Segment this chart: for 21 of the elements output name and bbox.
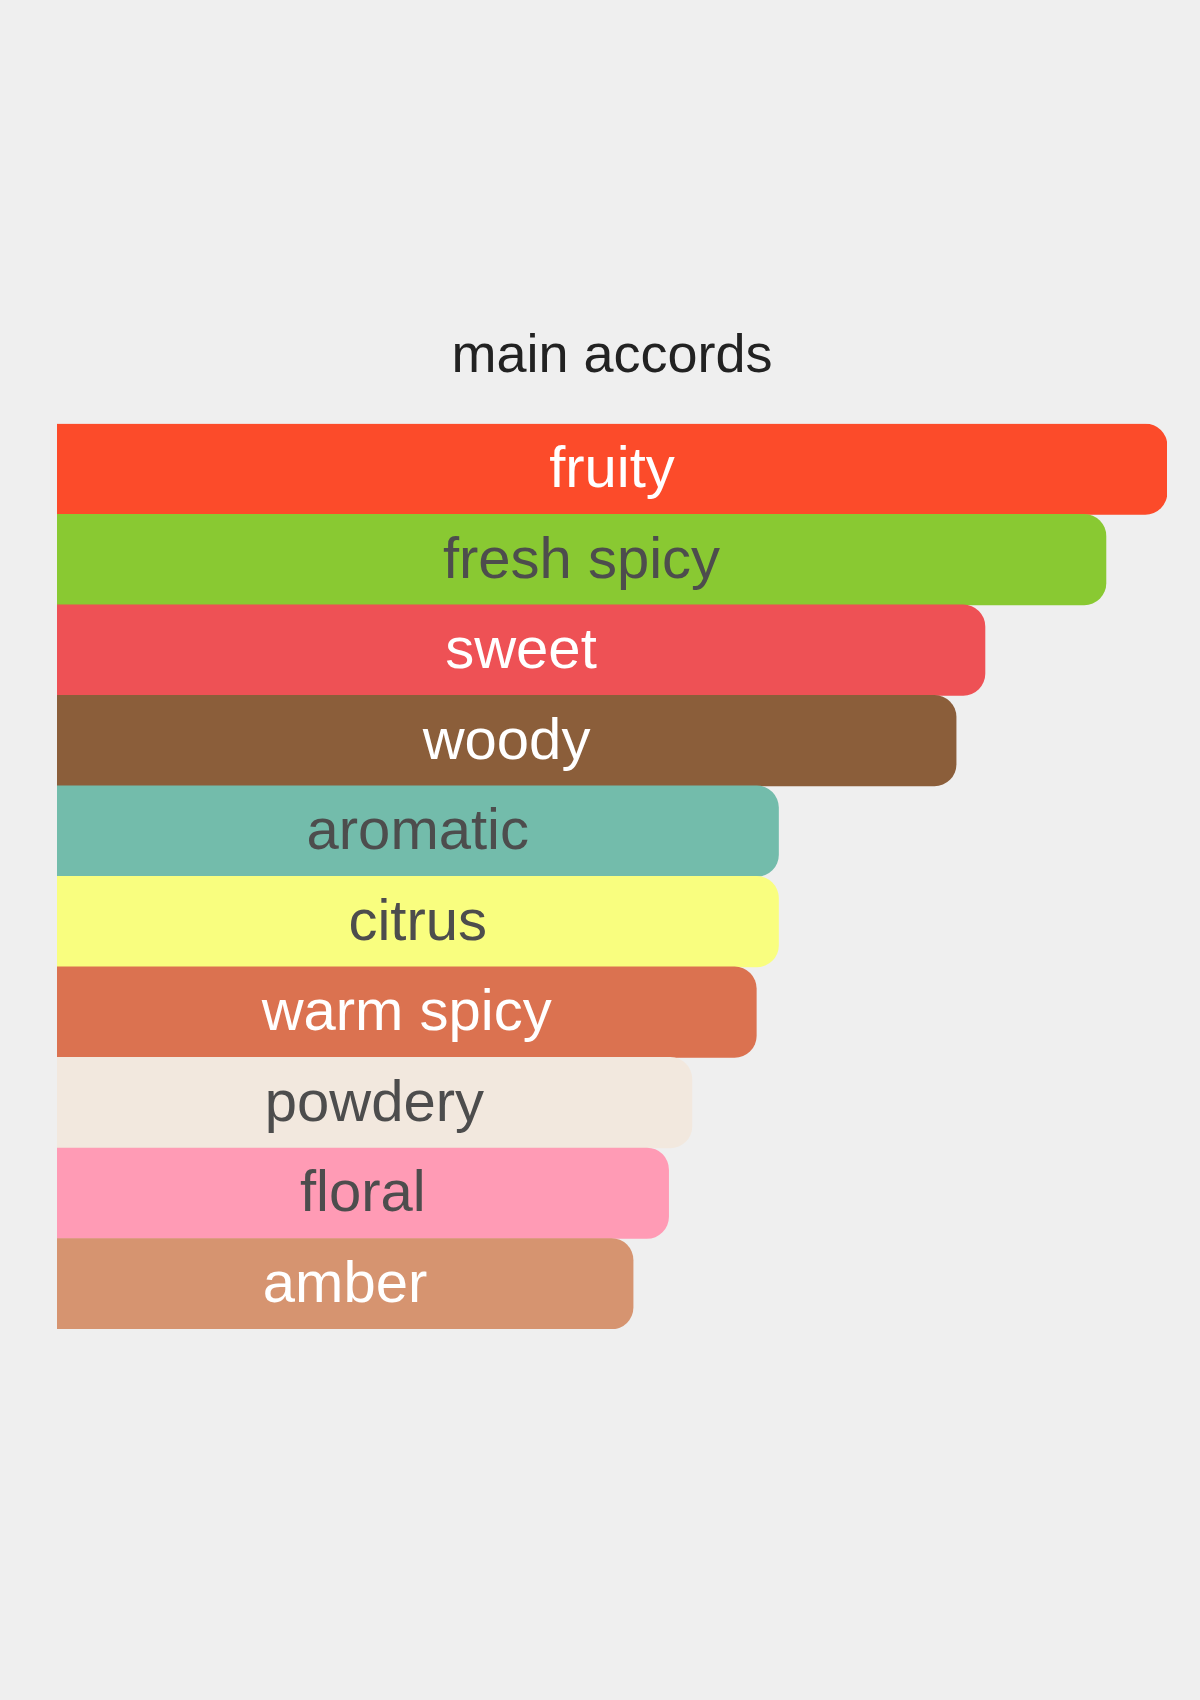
y-tick-label: powdery [264, 1067, 485, 1133]
bar [57, 695, 957, 787]
y-tick-label: floral [299, 1158, 426, 1224]
y-tick-label: sweet [445, 615, 597, 681]
bar [57, 1057, 693, 1149]
y-tick-label: citrus [348, 886, 488, 952]
bar [57, 966, 757, 1058]
y-tick-label: amber [262, 1248, 428, 1314]
bar [57, 604, 986, 696]
bar [57, 513, 1107, 606]
y-tick-label: fresh spicy [442, 524, 721, 590]
bar [57, 1147, 669, 1239]
y-tick-label: woody [421, 705, 591, 771]
chart-title: main accords [451, 323, 773, 384]
y-tick-label: warm spicy [260, 977, 552, 1043]
y-tick-label: fruity [549, 434, 675, 500]
bar [57, 1238, 634, 1329]
bar [57, 423, 1167, 515]
y-tick-label: aromatic [306, 796, 529, 862]
bar [57, 785, 779, 877]
bar [57, 876, 779, 968]
